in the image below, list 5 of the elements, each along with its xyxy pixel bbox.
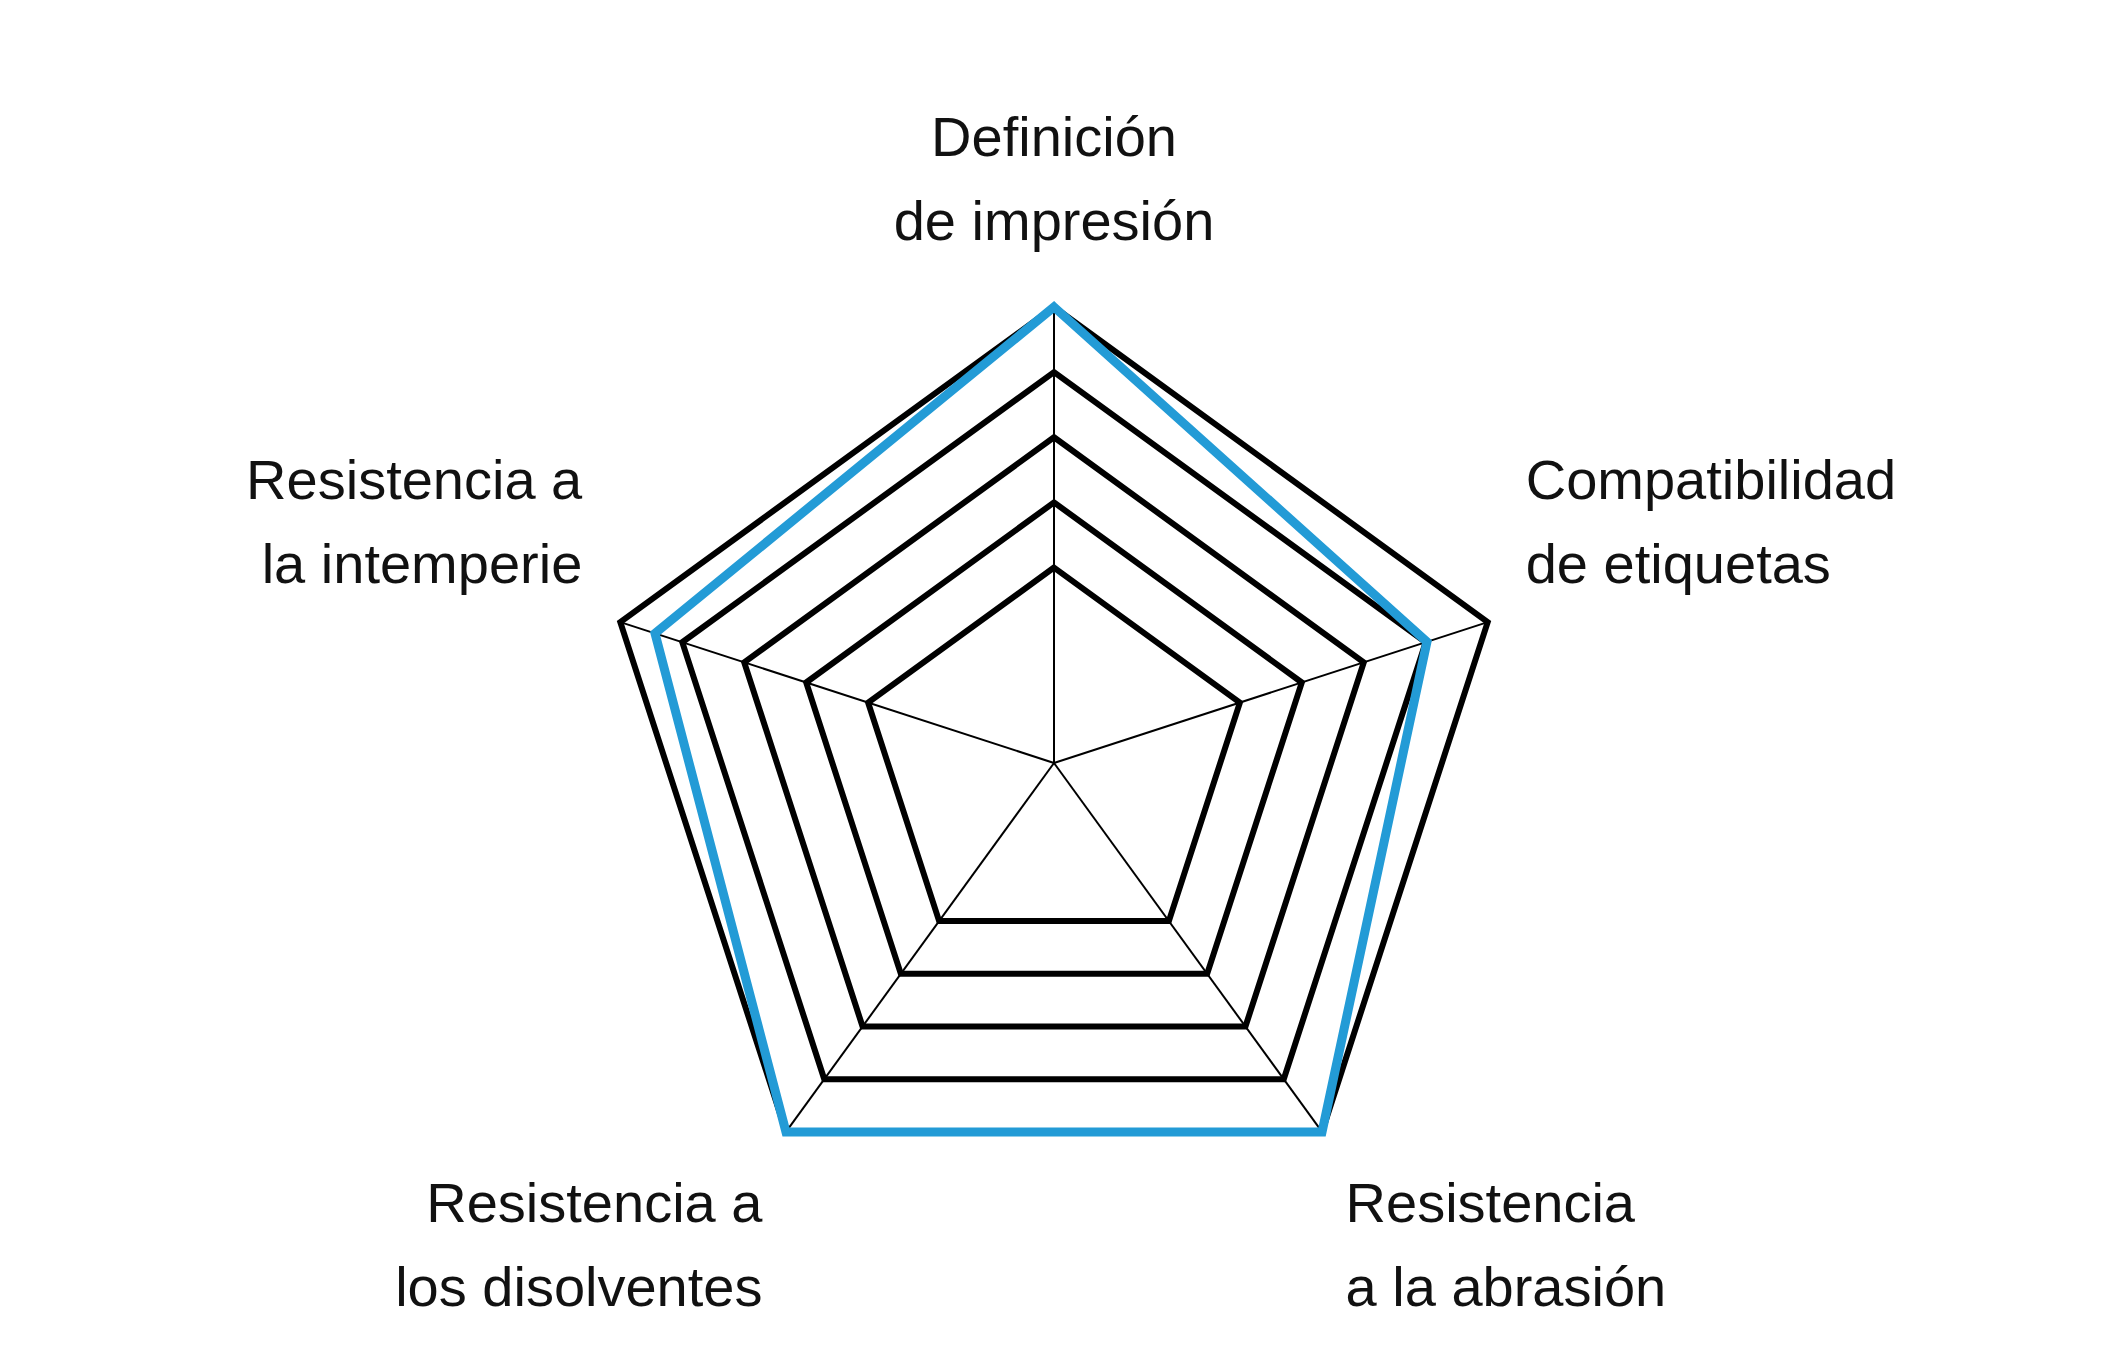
spoke-label: Resistencia a la abrasión (1345, 1170, 1667, 1318)
spoke-label: Definición de impresión (893, 105, 1215, 253)
spoke-label: Resistencia a la intemperie (246, 448, 584, 596)
spoke-label: Compatibilidad de etiquetas (1525, 448, 1897, 596)
spoke-label: Resistencia a los disolventes (395, 1170, 764, 1318)
